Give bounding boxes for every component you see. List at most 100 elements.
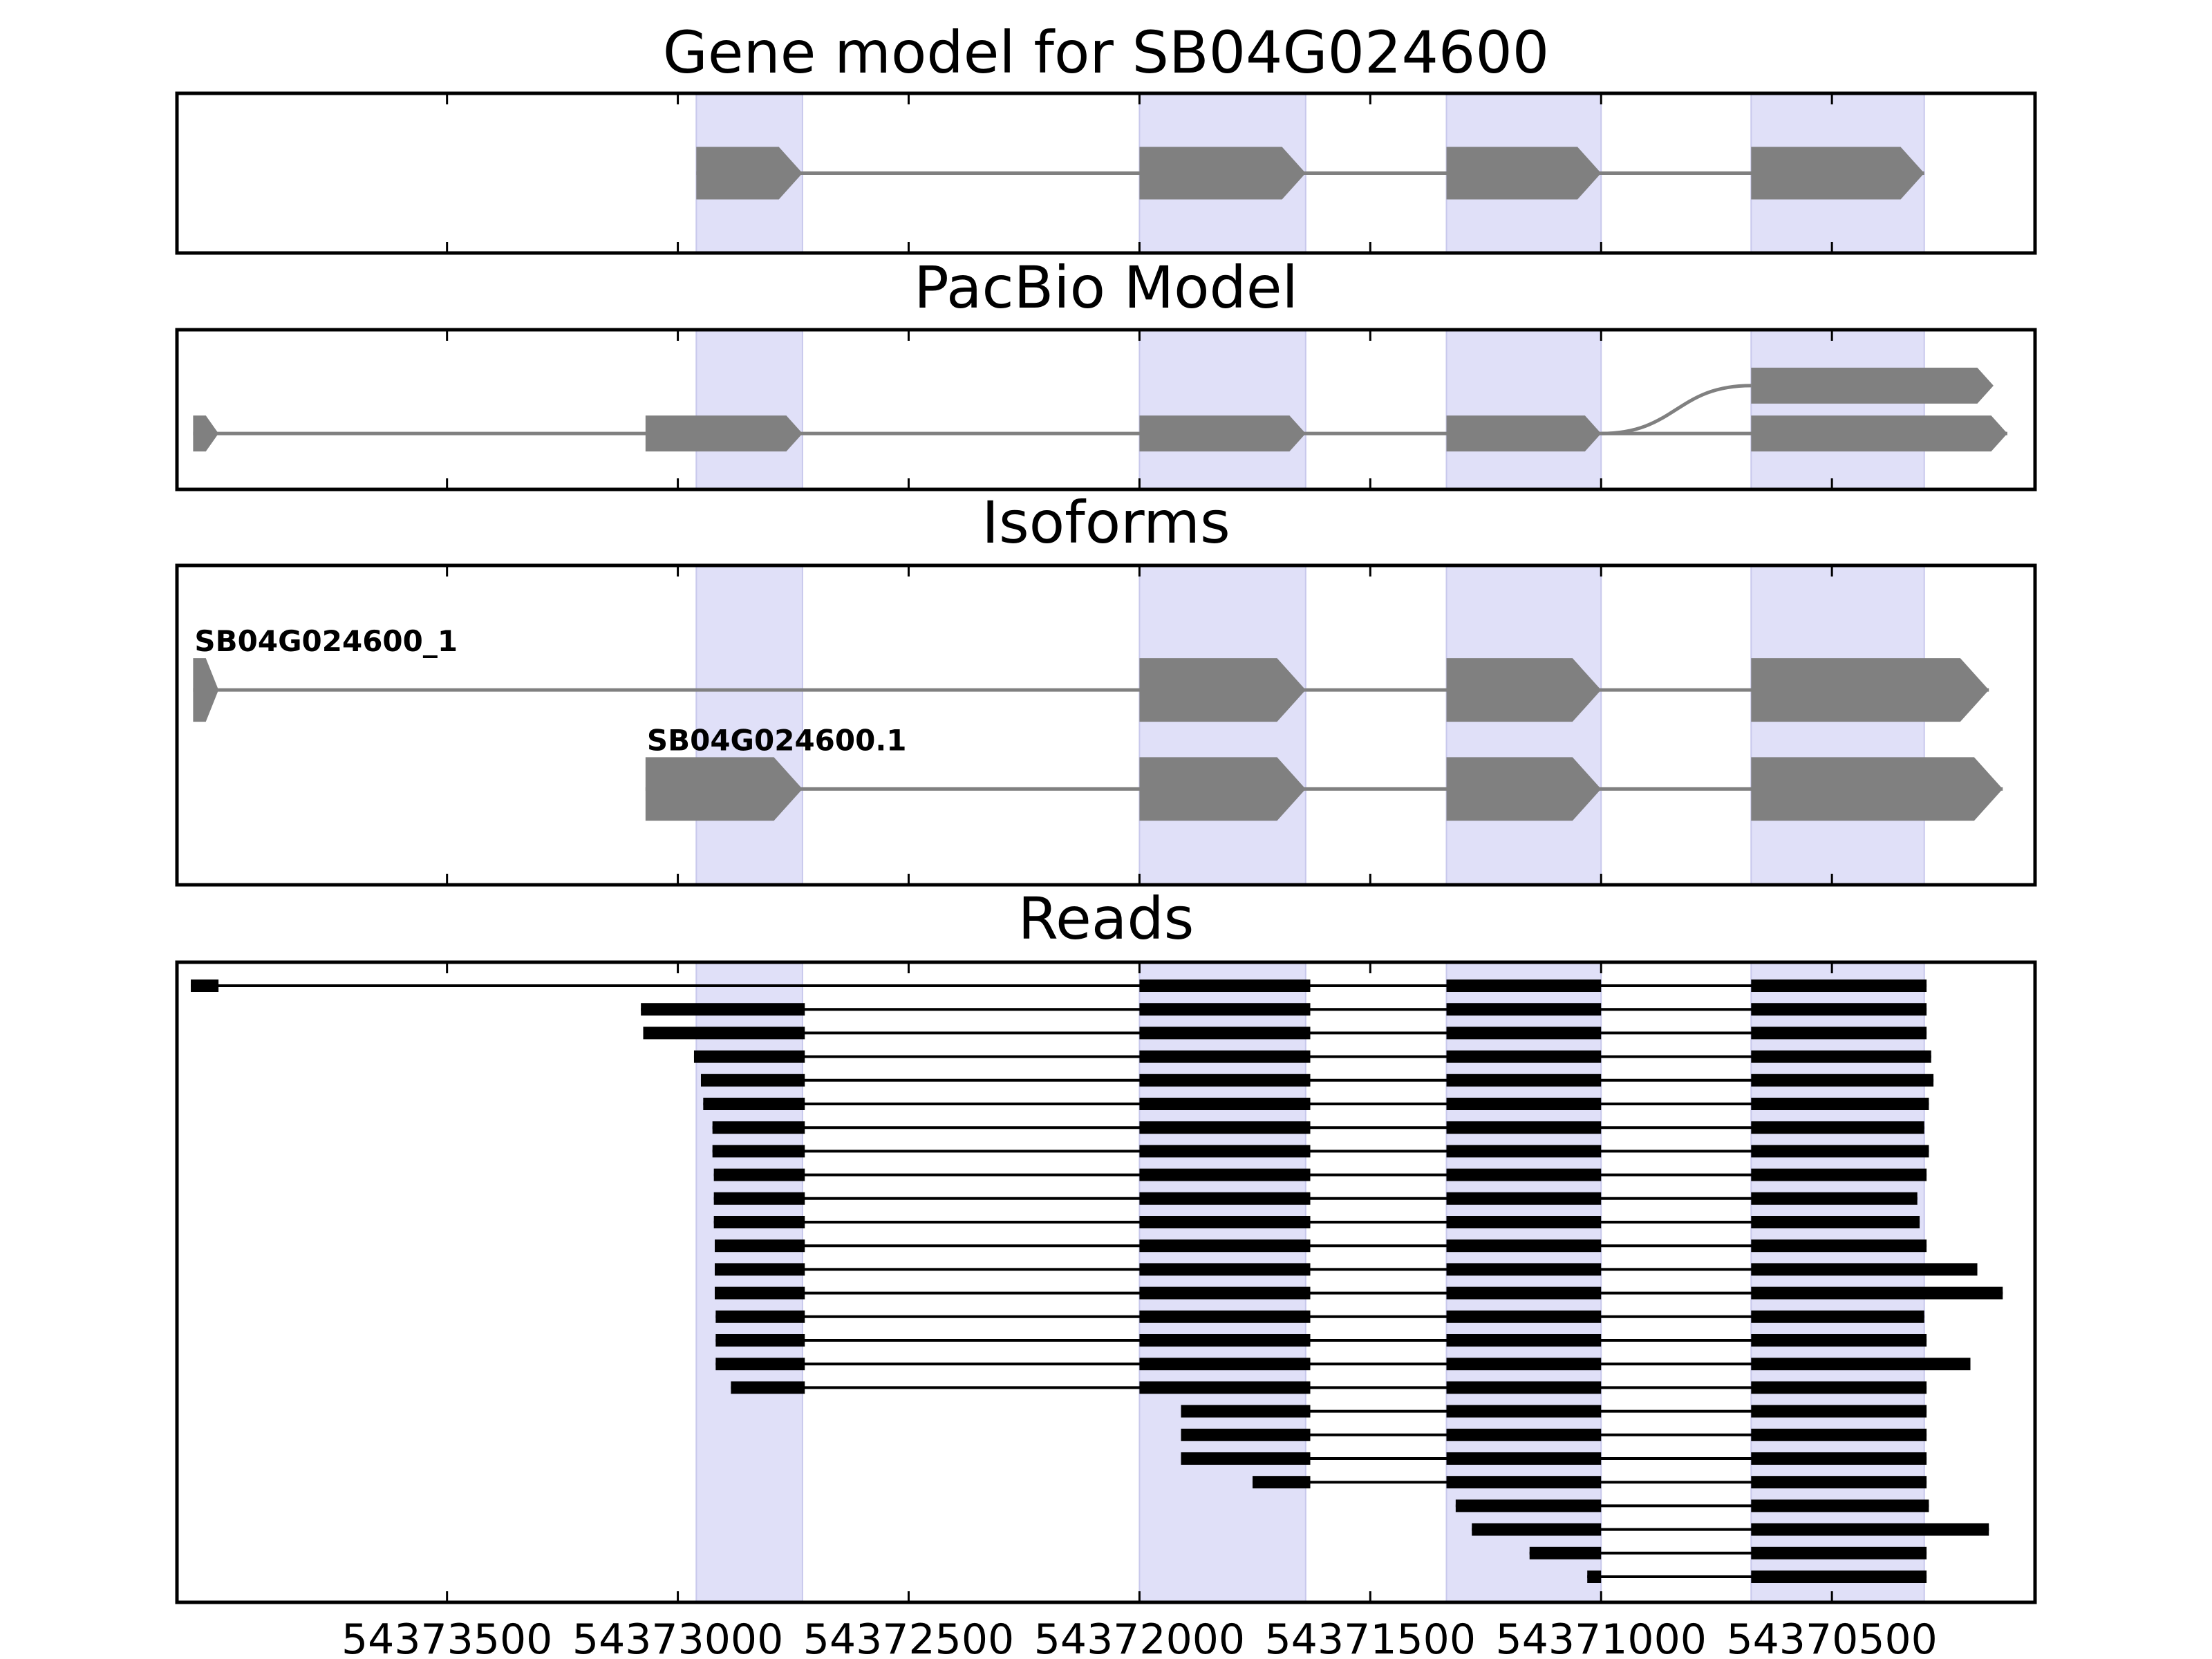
highlight-region bbox=[695, 329, 803, 490]
branch-line bbox=[1601, 384, 1752, 435]
x-tick-label: 54373000 bbox=[572, 1615, 783, 1659]
read-row bbox=[1181, 1452, 1927, 1465]
read-block bbox=[1751, 1074, 1934, 1087]
read-row bbox=[715, 1286, 2003, 1300]
highlight-region bbox=[1750, 962, 1925, 1603]
read-block bbox=[1751, 1452, 1927, 1465]
read-block bbox=[715, 1286, 805, 1300]
read-block bbox=[712, 1145, 805, 1158]
read-block bbox=[1253, 1476, 1311, 1489]
read-block bbox=[1139, 1027, 1311, 1040]
read-block bbox=[712, 1121, 805, 1134]
track-1 bbox=[1601, 367, 1994, 435]
read-block bbox=[1751, 1216, 1920, 1228]
read-block bbox=[1446, 1098, 1602, 1110]
highlight-region bbox=[1138, 962, 1306, 1603]
read-block bbox=[1446, 1027, 1602, 1040]
read-row bbox=[1472, 1523, 1989, 1536]
read-block bbox=[715, 1334, 805, 1347]
panel-reads bbox=[175, 960, 2037, 1604]
panels-layer: SB04G024600_1 SB04G024600.1 bbox=[175, 91, 2037, 1604]
read-block bbox=[1751, 1286, 2003, 1300]
read-block bbox=[1751, 980, 1927, 992]
read-block bbox=[700, 1074, 805, 1087]
read-block bbox=[1751, 1239, 1927, 1253]
highlight-region bbox=[1750, 329, 1925, 490]
read-row bbox=[1529, 1546, 1927, 1559]
exon bbox=[1446, 658, 1602, 722]
highlight-region bbox=[1750, 565, 1925, 885]
read-row bbox=[715, 1310, 1924, 1323]
read-row bbox=[715, 1358, 1971, 1371]
read-block bbox=[1751, 1050, 1931, 1063]
exon bbox=[1751, 415, 2007, 452]
read-row bbox=[712, 1145, 1929, 1158]
read-block bbox=[1139, 1074, 1311, 1087]
read-block bbox=[1139, 1050, 1311, 1063]
read-block bbox=[715, 1310, 805, 1323]
read-row bbox=[1253, 1476, 1927, 1489]
read-block bbox=[1751, 1145, 1929, 1158]
read-block bbox=[1446, 1358, 1602, 1371]
exon bbox=[1139, 757, 1306, 821]
read-block bbox=[715, 1263, 805, 1276]
panel-frame bbox=[175, 563, 2037, 887]
read-block bbox=[1751, 1523, 1989, 1536]
read-block bbox=[1446, 1168, 1602, 1181]
read-block bbox=[1751, 1546, 1927, 1559]
read-row bbox=[715, 1239, 1927, 1253]
x-tick-label: 54371000 bbox=[1496, 1615, 1707, 1659]
read-block bbox=[1446, 1192, 1602, 1205]
read-block bbox=[1587, 1571, 1602, 1583]
read-block bbox=[703, 1098, 805, 1110]
read-block bbox=[1751, 1381, 1927, 1394]
read-block bbox=[1751, 1476, 1927, 1489]
read-block bbox=[1446, 1003, 1602, 1016]
read-block bbox=[1751, 1003, 1927, 1016]
read-block bbox=[1446, 1452, 1602, 1465]
exon bbox=[1751, 147, 1924, 200]
track-1 bbox=[696, 147, 1924, 200]
read-block bbox=[1181, 1452, 1311, 1465]
read-block bbox=[1446, 1263, 1602, 1276]
read-block bbox=[1751, 1405, 1927, 1418]
read-block bbox=[1751, 1027, 1927, 1040]
exon bbox=[193, 658, 219, 722]
read-block bbox=[191, 980, 219, 992]
read-block bbox=[1472, 1523, 1602, 1536]
read-block bbox=[715, 1358, 805, 1371]
read-block bbox=[1751, 1310, 1924, 1323]
read-block bbox=[1139, 1381, 1311, 1394]
exon bbox=[645, 757, 803, 821]
exon bbox=[1446, 147, 1602, 200]
read-row bbox=[713, 1192, 1918, 1205]
read-block bbox=[715, 1239, 805, 1253]
read-block bbox=[1139, 1239, 1311, 1253]
read-row bbox=[641, 1003, 1927, 1016]
read-block bbox=[1751, 1263, 1978, 1276]
exon bbox=[1446, 757, 1602, 821]
panel-title-isoforms: Isoforms bbox=[982, 489, 1230, 556]
read-row bbox=[731, 1381, 1927, 1394]
exon bbox=[1139, 147, 1306, 200]
x-tick-label: 54372500 bbox=[803, 1615, 1014, 1659]
read-row bbox=[713, 1216, 1920, 1228]
read-block bbox=[1529, 1546, 1602, 1559]
track-1: SB04G024600_1 bbox=[193, 624, 1989, 722]
read-row bbox=[643, 1027, 1927, 1040]
read-block bbox=[731, 1381, 805, 1394]
read-block bbox=[1446, 1405, 1602, 1418]
read-block bbox=[1446, 1286, 1602, 1300]
read-block bbox=[713, 1216, 805, 1228]
panel-title-gene-model: Gene model for SB04G024600 bbox=[663, 19, 1549, 86]
read-row bbox=[1181, 1428, 1927, 1441]
read-block bbox=[1139, 1098, 1311, 1110]
read-block bbox=[1139, 1168, 1311, 1181]
read-block bbox=[1139, 1003, 1311, 1016]
exon bbox=[1751, 658, 1989, 722]
read-row bbox=[1455, 1499, 1929, 1512]
read-block bbox=[1139, 1310, 1311, 1323]
panel-title-pacbio-model: PacBio Model bbox=[914, 254, 1298, 321]
read-block bbox=[1139, 980, 1311, 992]
